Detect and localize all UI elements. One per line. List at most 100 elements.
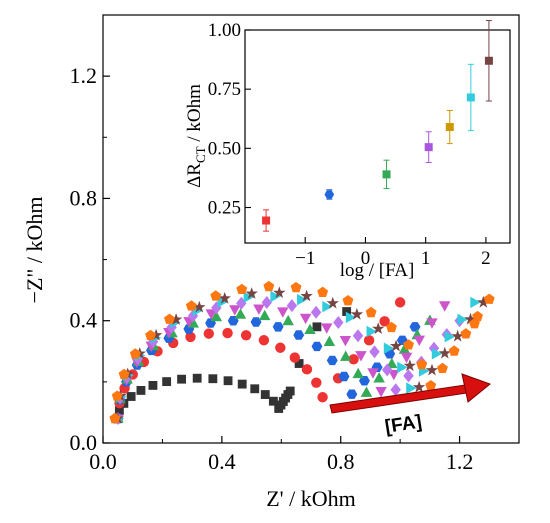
main-data-point: [451, 329, 464, 342]
fa-arrow: [329, 373, 492, 414]
main-data-point: [350, 307, 364, 320]
main-data-point: [403, 339, 414, 350]
main-data-point: [398, 343, 411, 354]
inset-x-tick-label: −1: [295, 248, 315, 269]
main-data-point: [394, 297, 406, 308]
main-data-point: [272, 322, 284, 332]
main-data-point: [322, 301, 333, 313]
main-data-point: [340, 350, 352, 361]
main-y-label: −Z" / kOhm: [22, 197, 47, 304]
main-data-point: [263, 280, 275, 292]
main-data-point: [425, 380, 437, 391]
main-data-point: [338, 371, 350, 382]
main-data-point: [437, 362, 448, 373]
main-data-point: [386, 357, 398, 369]
main-data-point: [390, 383, 401, 397]
main-data-point: [193, 300, 206, 313]
inset-data-point: [262, 216, 271, 225]
main-data-point: [403, 359, 416, 372]
main-data-point: [367, 368, 379, 379]
main-data-point: [289, 352, 301, 363]
main-data-point: [234, 308, 247, 319]
svg-text:ΔRCT / kOhm: ΔRCT / kOhm: [184, 84, 208, 188]
main-data-point: [177, 374, 186, 384]
main-data-point: [413, 335, 425, 346]
main-data-point: [372, 322, 385, 334]
main-data-point: [290, 281, 302, 293]
main-data-point: [311, 377, 322, 388]
main-data-point: [111, 390, 123, 401]
main-data-point: [342, 295, 354, 306]
main-data-point: [352, 367, 364, 379]
main-data-point: [261, 296, 272, 309]
main-data-point: [363, 335, 375, 346]
main-data-point: [470, 296, 481, 309]
main-data-point: [192, 373, 202, 383]
inset-y-label-suffix: / kOhm: [184, 84, 205, 147]
main-data-point: [469, 318, 480, 329]
main-data-point: [253, 304, 265, 315]
main-data-point: [366, 325, 377, 338]
main-data-point: [379, 316, 390, 327]
arrow-label: [FA]: [383, 411, 423, 438]
main-data-point: [369, 345, 380, 359]
inset-ticks: −1 0 1 2 0.25 0.50 0.75 1.00: [208, 20, 491, 269]
main-points: [109, 280, 495, 425]
main-data-point: [348, 354, 359, 365]
main-data-point: [237, 379, 247, 389]
main-data-point: [203, 328, 215, 339]
main-data-point: [300, 289, 313, 302]
arrow-head: [461, 373, 492, 403]
inset-plot: −1 0 1 2 0.25 0.50 0.75 1.00 log / [FA] ΔRCT / …: [184, 20, 511, 281]
main-data-point: [245, 287, 258, 299]
main-data-point: [301, 364, 313, 375]
main-data-point: [149, 328, 163, 341]
main-data-point: [400, 352, 413, 364]
main-x-tick-label: 0.8: [327, 449, 355, 474]
main-data-point: [222, 327, 233, 339]
main-data-point: [431, 348, 443, 360]
main-y-tick-label: 0.8: [70, 185, 98, 210]
inset-x-label: log / [FA]: [340, 260, 415, 281]
main-data-point: [359, 376, 370, 386]
inset-x-tick-label: 2: [481, 248, 491, 269]
main-data-point: [187, 317, 199, 328]
main-data-point: [297, 293, 308, 306]
main-data-point: [383, 342, 395, 354]
main-y-tick-label: 0.0: [70, 430, 98, 455]
main-data-point: [210, 290, 222, 301]
main-data-point: [321, 323, 333, 334]
main-data-point: [145, 329, 156, 341]
main-data-point: [218, 292, 231, 304]
main-data-point: [438, 346, 451, 359]
main-x-tick-label: 0.0: [89, 449, 117, 474]
inset-x-tick-label: 1: [421, 248, 431, 269]
main-data-point: [426, 318, 438, 329]
main-data-point: [345, 311, 357, 324]
main-data-point: [373, 372, 385, 383]
main-data-point: [388, 369, 400, 381]
main-data-point: [273, 286, 286, 298]
main-data-point: [406, 382, 417, 394]
inset-y-label-prefix: ΔR: [184, 163, 205, 188]
main-data-point: [457, 313, 468, 326]
main-data-point: [185, 300, 197, 311]
main-data-point: [317, 392, 328, 403]
main-x-tick-label: 0.4: [208, 449, 236, 474]
main-data-point: [360, 386, 373, 397]
main-data-point: [205, 309, 217, 320]
main-data-point: [293, 330, 305, 340]
main-data-point: [286, 299, 298, 313]
main-data-point: [223, 376, 233, 386]
inset-y-label: ΔRCT / kOhm: [184, 84, 208, 188]
inset-plot-frame: [244, 29, 511, 244]
main-data-point: [260, 390, 270, 399]
inset-data-point: [445, 123, 454, 132]
main-data-point: [250, 384, 260, 394]
inset-data-point: [324, 190, 335, 199]
main-data-point: [444, 331, 455, 343]
main-data-point: [409, 322, 421, 332]
main-data-point: [464, 312, 477, 325]
main-data-point: [294, 359, 304, 368]
